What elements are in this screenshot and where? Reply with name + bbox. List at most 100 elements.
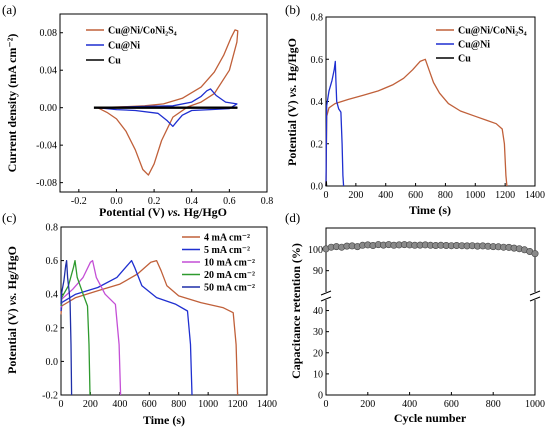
panel-b-legend: Cu@Ni/CoNi₂S₄ Cu@Ni Cu: [436, 26, 527, 65]
axis-break-mark: [320, 296, 332, 302]
panel-a-xtick-label: 0.2: [148, 196, 161, 207]
panel-a-xlabel: Potential (V) vs. Hg/HgO: [99, 205, 227, 219]
panel-c-ytick-label: 0.0: [46, 357, 59, 368]
panel-c-legend-label: 10 mA cm⁻²: [204, 258, 255, 269]
retention-point: [531, 250, 539, 258]
panel-b-xtick-label: 800: [438, 190, 453, 201]
panel-a-xtick-label: -0.2: [71, 196, 87, 207]
panel-b: 0 200 400 600 800 1000 1200 1400 0.0 0.2 0.4 0.6 0.8…: [285, 13, 545, 218]
panel-a-series: [93, 29, 239, 176]
panel-a-xtick-label: 0.0: [110, 196, 123, 207]
axis-break-mark: [529, 290, 541, 296]
panel-c-ylabel: Potential (V) vs. Hg/HgO: [5, 246, 19, 374]
panel-a-ylabel: Current density (mA cm⁻²): [5, 34, 19, 173]
panel-b-frame: [325, 16, 536, 187]
gcd-50ma-curve: [60, 259, 73, 396]
gcd-20ma-curve: [60, 259, 91, 396]
panel-c-ytick-label: 0.2: [46, 323, 59, 334]
panel-d-xtick-label: 0: [324, 399, 329, 410]
panel-b-series: [325, 58, 508, 187]
panel-c-xtick-label: 800: [171, 399, 186, 410]
cuni-coni2s4-gcd-curve: [325, 58, 508, 187]
panel-c-ytick-label: -0.2: [42, 391, 58, 402]
cuni-coni2s4-cv-curve: [97, 29, 239, 176]
panel-d-ytick-label: 100: [308, 245, 323, 256]
panel-d-ytick-label: 10: [313, 369, 323, 380]
panel-c-legend-label: 5 mA cm⁻²: [204, 245, 250, 256]
panel-c-xtick-label: 400: [112, 399, 127, 410]
panel-d-series: [322, 241, 539, 258]
panel-c-ticks: 0 200 400 600 800 1000 1200 1400 -0.2 0.0 0.2 0.4 0.…: [42, 223, 277, 411]
gcd-4ma-curve: [60, 259, 239, 396]
panel-d-ytick-label: 0: [318, 391, 323, 402]
panel-a-legend-label: Cu: [108, 56, 121, 67]
panel-b-legend-label: Cu@Ni: [458, 40, 490, 51]
panel-d-ytick-label: 90: [313, 266, 323, 277]
panel-a-ytick-label: 0.00: [40, 103, 58, 114]
panel-b-xtick-label: 0: [324, 190, 329, 201]
panel-b-ticks: 0 200 400 600 800 1000 1200 1400 0.0 0.2 0.4 0.6 0.8: [311, 13, 546, 202]
panel-d-xtick-label: 200: [360, 399, 375, 410]
panel-c-legend: 4 mA cm⁻²5 mA cm⁻² 10 mA cm⁻²20 mA cm⁻² 50…: [182, 233, 255, 294]
axis-break-mark: [529, 296, 541, 302]
panel-a-ytick-label: -0.08: [36, 178, 57, 189]
panel-a: -0.2 0.0 0.2 0.4 0.6 0.8 -0.08 -0.04 0.00 0.04 0.0…: [5, 13, 273, 219]
panel-d-xtick-label: 1000: [525, 399, 545, 410]
panel-c-legend-label: 50 mA cm⁻²: [204, 283, 255, 294]
panel-a-frame: [59, 13, 268, 193]
panel-a-ytick-label: -0.04: [36, 141, 57, 152]
panel-b-ytick-label: 0.6: [311, 55, 324, 66]
panel-d: 0 200 400 600 800 1000 0 10 20 30 40 90 100 Cycle nu…: [289, 227, 545, 425]
panel-d-ticks: 0 200 400 600 800 1000 0 10 20 30 40 90 100: [308, 245, 545, 410]
panel-b-legend-label: Cu@Ni/CoNi₂S₄: [458, 26, 527, 37]
panel-c: 0 200 400 600 800 1000 1200 1400 -0.2 0.0 0.2 0.4 0.…: [5, 223, 277, 428]
gcd-5ma-curve: [60, 259, 193, 396]
panel-c-legend-label: 4 mA cm⁻²: [204, 233, 250, 244]
panel-d-xtick-label: 400: [402, 399, 417, 410]
panel-a-letter: (a): [2, 2, 16, 17]
panel-a-ticks: -0.2 0.0 0.2 0.4 0.6 0.8 -0.08 -0.04 0.00 0.04 0.0…: [36, 28, 273, 207]
panel-c-xtick-label: 0: [59, 399, 64, 410]
panel-c-xtick-label: 600: [142, 399, 157, 410]
panel-c-legend-label: 20 mA cm⁻²: [204, 270, 255, 281]
panel-d-xtick-label: 600: [444, 399, 459, 410]
panel-a-xtick-label: 0.6: [223, 196, 236, 207]
panel-b-ylabel: Potential (V) vs. Hg/HgO: [285, 38, 299, 166]
panel-b-legend-label: Cu: [458, 54, 471, 65]
panel-b-xtick-label: 600: [408, 190, 423, 201]
panel-c-letter: (c): [2, 210, 16, 225]
panel-b-ytick-label: 0.8: [311, 13, 324, 24]
panel-d-ylabel: Capacitance retention (%): [289, 243, 303, 379]
panel-b-ytick-label: 0.0: [311, 182, 324, 193]
panel-a-xtick-label: 0.4: [185, 196, 198, 207]
cuni-gcd-curve: [325, 60, 345, 187]
panel-d-ytick-label: 40: [313, 306, 323, 317]
panel-b-ytick-label: 0.2: [311, 139, 324, 150]
panel-c-ytick-label: 0.6: [46, 256, 59, 267]
panel-c-ytick-label: 0.8: [46, 223, 59, 234]
panel-c-xtick-label: 1400: [257, 399, 277, 410]
panel-c-xlabel: Time (s): [143, 413, 185, 427]
panel-c-xtick-label: 200: [83, 399, 98, 410]
axis-break-gap: [530, 292, 540, 300]
panel-b-xtick-label: 1200: [495, 190, 515, 201]
panel-d-xlabel: Cycle number: [394, 411, 467, 425]
panel-c-xtick-label: 1000: [198, 399, 218, 410]
panel-d-ytick-label: 20: [313, 348, 323, 359]
panel-b-xtick-label: 1000: [465, 190, 485, 201]
axis-break-mark: [320, 290, 332, 296]
panel-d-xtick-label: 800: [486, 399, 501, 410]
panel-b-xtick-label: 400: [378, 190, 393, 201]
cu-cv-curve: [93, 106, 238, 109]
panel-b-xtick-label: 1400: [525, 190, 545, 201]
panel-b-xlabel: Time (s): [409, 203, 451, 217]
panel-a-legend-label: Cu@Ni/CoNi₂S₄: [108, 26, 177, 37]
panel-d-frame: [325, 227, 536, 396]
panel-a-xtick-label: 0.8: [261, 196, 274, 207]
panel-c-ytick-label: 0.4: [46, 290, 59, 301]
axis-break-gap: [321, 292, 331, 300]
panel-a-ytick-label: 0.04: [40, 66, 58, 77]
panel-d-ytick-label: 30: [313, 327, 323, 338]
panel-a-ytick-label: 0.08: [40, 28, 58, 39]
